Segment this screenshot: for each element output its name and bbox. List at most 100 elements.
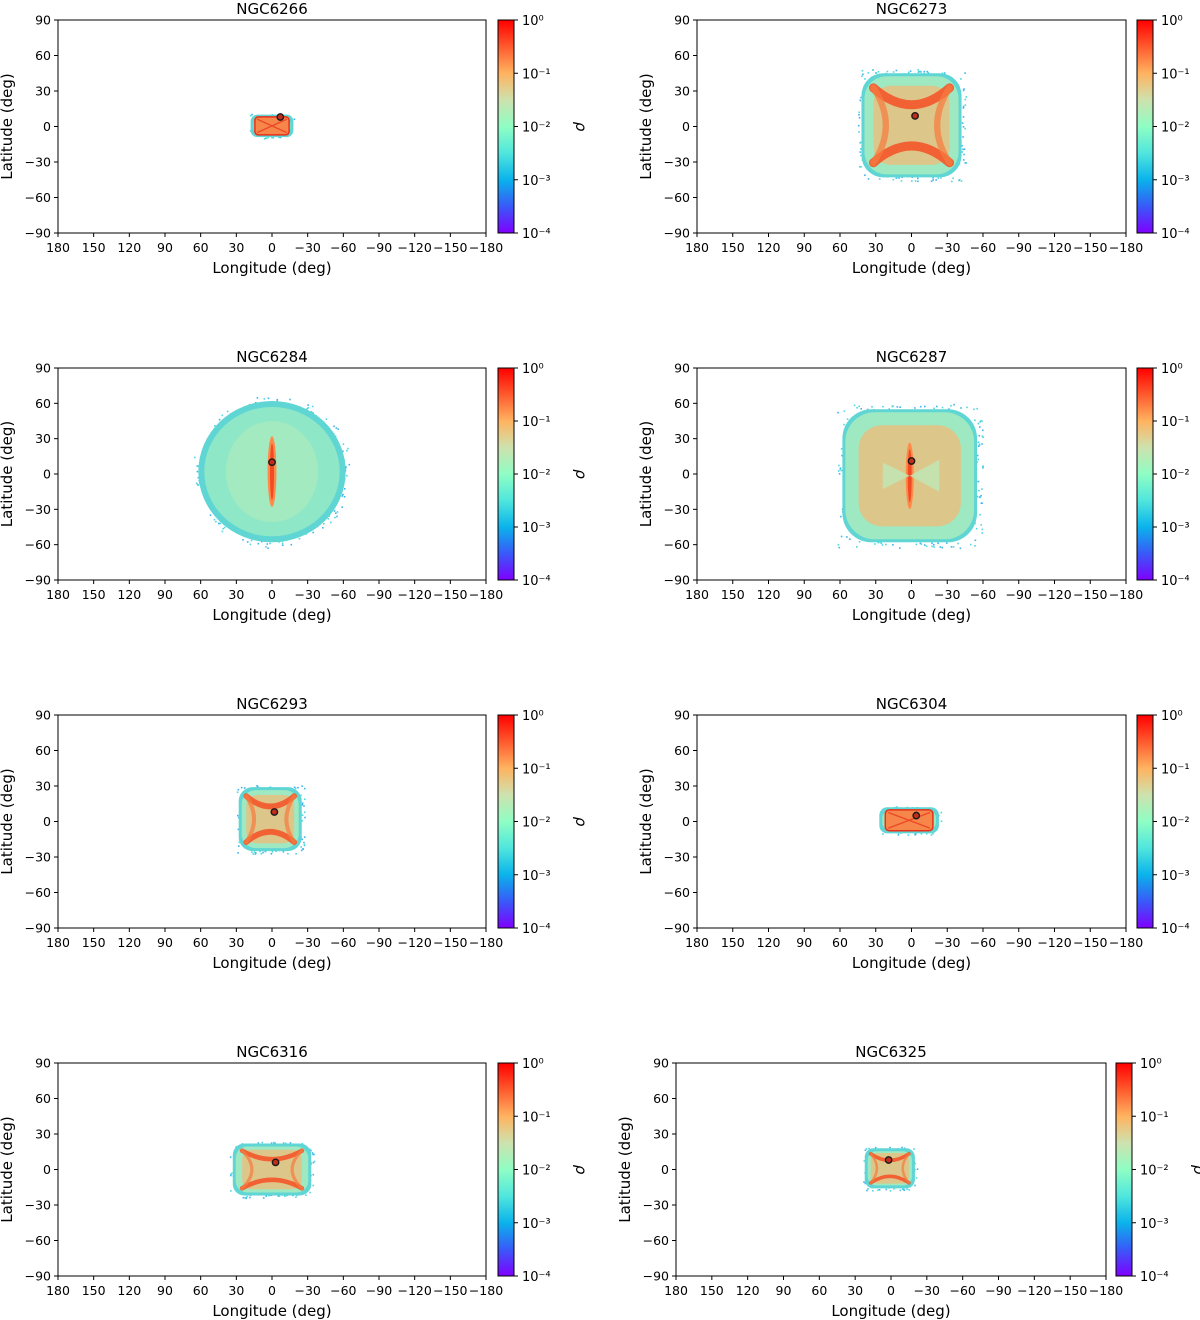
halo-point [843,423,845,426]
halo-point [860,148,862,150]
x-tick-label: −150 [1073,587,1107,602]
x-tick-label: 30 [228,587,244,602]
halo-point [964,162,967,164]
x-tick-label: 180 [46,240,70,255]
density-wedge [882,462,910,490]
x-tick-label: −60 [330,240,356,255]
halo-point [923,70,925,73]
halo-point [924,544,926,546]
marker-point [271,1158,280,1167]
x-tick-label: 150 [700,1283,724,1298]
halo-point [293,786,296,789]
halo-point [301,802,304,804]
halo-point [215,520,217,523]
halo-point [214,425,216,427]
halo-point [253,851,256,853]
halo-point [255,852,257,854]
y-tick-label: 30 [35,1127,51,1142]
halo-point [265,1195,267,1197]
x-tick-label: 60 [193,935,209,950]
halo-point [272,137,275,139]
halo-point [257,785,259,788]
halo-point [976,407,978,410]
halo-point [310,1149,312,1152]
halo-point [963,88,965,90]
halo-point [937,177,940,179]
halo-point [301,785,303,787]
halo-point [950,405,952,407]
halo-point [860,166,862,168]
halo-point [864,78,866,80]
x-tick-label: 180 [685,935,709,950]
x-tick-label: 0 [908,240,916,255]
chart-6: NGC6304 180 150 120 90 60 30 0 −30 −60 −90 −120 −150… [637,695,1190,972]
halo-point [303,787,306,790]
y-tick-label: 30 [674,779,690,794]
halo-point [289,398,291,401]
colorbar-tick-label: 10⁻³ [522,869,551,884]
halo-point [849,538,851,540]
y-axis-label: Latitude (deg) [0,1116,16,1222]
halo-point [343,496,346,498]
halo-point [839,515,842,518]
colorbar-tick-label: 10⁻³ [1161,521,1190,536]
colorbar [497,19,515,234]
colorbar-tick-label: 10⁻³ [1161,174,1190,189]
halo-point [917,177,919,180]
halo-point [223,526,226,529]
y-tick-label: 90 [674,13,690,28]
halo-point [893,1188,895,1190]
halo-point [864,1149,867,1152]
y-axis-label: Latitude (deg) [637,768,655,874]
y-tick-label: 60 [674,396,690,411]
halo-point [306,407,308,410]
density-arc-bottom [868,141,955,168]
halo-point [943,72,946,74]
y-tick-label: −60 [643,1233,669,1248]
halo-point [256,397,259,399]
halo-point [249,114,252,117]
x-axis-label: Longitude (deg) [852,954,971,972]
halo-point [839,468,841,471]
halo-point [962,148,964,151]
halo-point [858,117,861,119]
halo-point [226,410,229,413]
halo-point [965,96,968,98]
halo-point [879,541,881,544]
x-tick-label: 120 [117,587,141,602]
halo-point [961,122,964,124]
x-axis-label: Longitude (deg) [852,606,971,624]
halo-point [858,114,860,116]
x-tick-label: 180 [46,935,70,950]
halo-point [301,819,304,822]
chart-8: NGC6325 180 150 120 90 60 30 0 −30 −60 −90 −120 −150… [616,1043,1200,1320]
x-tick-label: −90 [1006,587,1032,602]
halo-point [237,814,239,817]
halo-point [933,546,935,548]
halo-point [323,523,325,525]
x-tick-label: −120 [397,1283,431,1298]
colorbar-tick-label: 10⁰ [1161,362,1183,377]
colorbar-tick-label: 10⁻² [522,468,551,483]
halo-point [960,180,963,182]
halo-point [856,546,858,548]
y-tick-label: 0 [43,1162,51,1177]
colorbar-tick-label: 10⁻⁴ [522,922,551,937]
x-tick-label: −60 [949,1283,975,1298]
y-tick-label: −90 [664,921,690,936]
halo-point [294,787,297,790]
halo-point [325,418,328,420]
chart-7: NGC6316 180 150 120 90 60 30 0 −30 −60 −90 −120 −150… [0,1043,590,1320]
x-tick-label: 30 [868,240,884,255]
halo-point [981,528,984,531]
halo-point [919,70,922,73]
halo-point [348,463,351,466]
halo-point [289,1142,292,1144]
halo-point [861,69,864,72]
colorbar-tick-label: 10⁻³ [1161,869,1190,884]
x-axis-label: Longitude (deg) [831,1302,950,1320]
colorbar [497,1062,515,1277]
halo-point [964,98,967,101]
halo-point [914,1162,916,1165]
